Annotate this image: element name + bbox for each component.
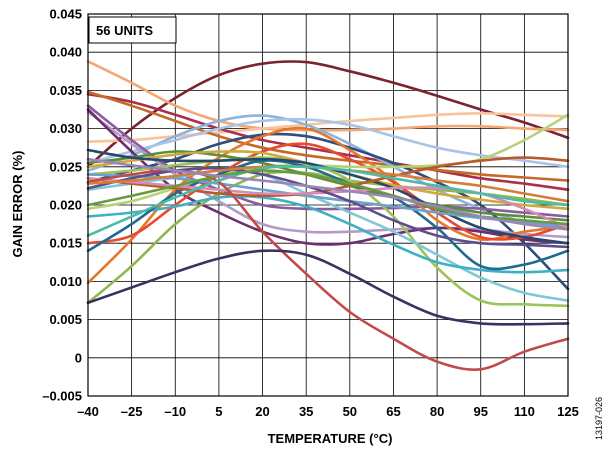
- x-tick-label: 95: [473, 404, 487, 419]
- series-line: [86, 113, 570, 211]
- series-line: [86, 165, 570, 237]
- series-line: [86, 60, 570, 169]
- x-axis-ticks: –40 –25 –10 5 20 35 50 65 80 95 110 125: [77, 404, 579, 419]
- x-tick-label: 125: [557, 404, 579, 419]
- x-axis-label: TEMPERATURE (°C): [268, 431, 393, 446]
- series-line: [86, 117, 570, 169]
- series-line: [86, 194, 570, 274]
- units-badge-box: [88, 16, 177, 44]
- y-tick-label: 0.040: [49, 45, 82, 60]
- y-tick-label: 0.035: [49, 83, 82, 98]
- x-tick-label: –40: [77, 404, 99, 419]
- x-tick-label: 50: [343, 404, 357, 419]
- y-tick-label: 0.020: [49, 198, 82, 213]
- x-tick-label: 80: [430, 404, 444, 419]
- x-tick-label: 35: [299, 404, 313, 419]
- x-tick-label: –25: [121, 404, 143, 419]
- x-tick-label: 20: [255, 404, 269, 419]
- y-tick-label: 0.030: [49, 121, 82, 136]
- series-line: [86, 156, 570, 308]
- x-tick-label: 110: [514, 404, 535, 419]
- series-line: [86, 150, 570, 222]
- y-tick-label: 0.015: [49, 236, 82, 251]
- series-line: [86, 90, 570, 182]
- units-annotation: 56 UNITS: [96, 23, 153, 38]
- y-tick-label: –0.005: [42, 389, 82, 404]
- series-line: [86, 249, 570, 326]
- units-badge: 56 UNITS: [88, 16, 177, 44]
- series-line: [86, 92, 570, 191]
- series-group: [86, 60, 570, 371]
- series-line: [86, 159, 570, 271]
- y-axis-label: GAIN ERROR (%): [10, 151, 25, 258]
- series-line: [86, 104, 570, 218]
- plot-frame: [87, 13, 569, 397]
- y-tick-label: 0.010: [49, 274, 82, 289]
- x-tick-label: 65: [386, 404, 400, 419]
- series-line: [86, 157, 570, 231]
- x-tick-label: 5: [215, 404, 222, 419]
- series-line: [86, 60, 570, 132]
- x-tick-label: –10: [164, 404, 186, 419]
- y-tick-label: 0.005: [49, 312, 82, 327]
- figure-id: 13197-026: [594, 397, 604, 440]
- y-tick-label: 0.025: [49, 159, 82, 174]
- y-tick-label: 0: [75, 350, 82, 365]
- y-axis-ticks: –0.005 0 0.005 0.010 0.015 0.020 0.025 0.030 0.0…: [42, 7, 82, 404]
- y-tick-label: 0.045: [49, 7, 82, 22]
